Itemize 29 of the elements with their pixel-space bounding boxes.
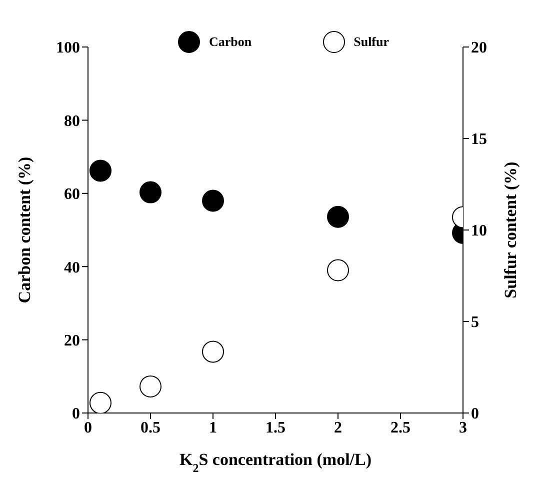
x-tick-label: 0.5 [140, 419, 160, 436]
point [90, 392, 112, 413]
y2-tick-label: 20 [471, 40, 487, 57]
x-tick-label: 1.5 [266, 419, 286, 436]
x-tick-label: 2 [334, 419, 342, 436]
x-tick-label: 1 [209, 419, 217, 436]
y-tick-label: 60 [64, 186, 80, 204]
point [140, 181, 162, 204]
y-axis-title: Carbon content (%) [15, 156, 34, 304]
y-tick-label: 100 [56, 40, 80, 57]
legend-label: Sulfur [352, 33, 390, 51]
y2-tick-label: 15 [471, 131, 487, 148]
y2-tick-label: 5 [471, 314, 479, 332]
y-tick-label: 80 [64, 112, 80, 130]
y2-axis-title: Sulfur content (%) [501, 162, 520, 298]
x-tick-label: 0 [84, 419, 92, 436]
x-axis-title: K$_{2}$S concentration (mol/L) [179, 450, 372, 475]
point [140, 375, 162, 398]
point [202, 340, 224, 363]
x-tick-label: 2.5 [390, 419, 410, 436]
point [90, 160, 112, 182]
y2-tick-label: 0 [471, 406, 479, 423]
x-tick-label: 3 [459, 419, 467, 436]
legend-label: Carbon [208, 33, 252, 51]
y2-tick-label: 10 [471, 222, 487, 240]
y-tick-label: 0 [72, 406, 80, 423]
point [202, 190, 224, 212]
y-tick-label: 20 [64, 332, 80, 350]
y-tick-label: 40 [64, 259, 80, 276]
